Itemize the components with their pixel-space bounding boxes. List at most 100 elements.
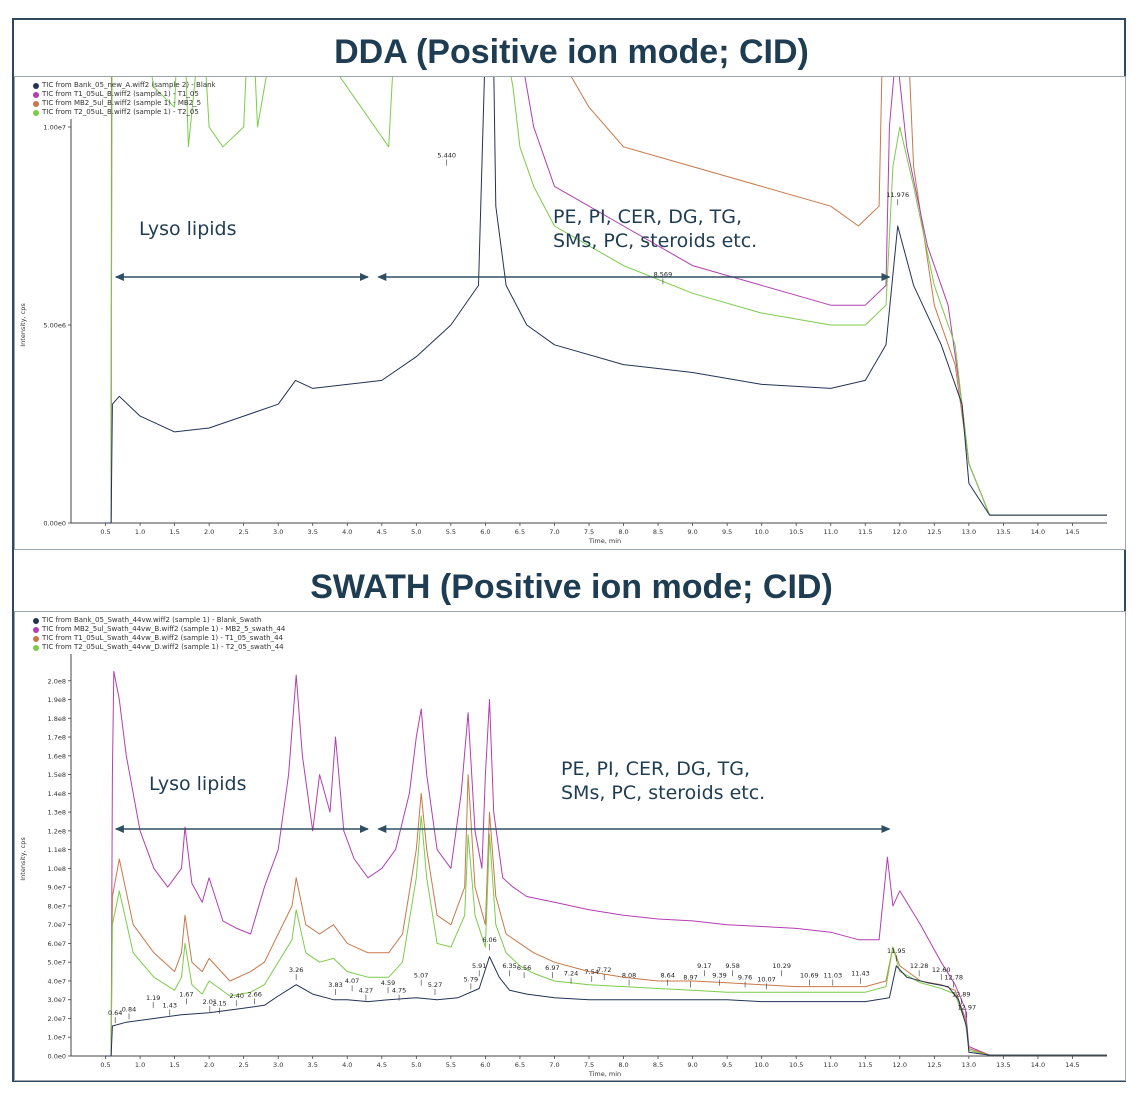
series-line-mb2-5[interactable] xyxy=(105,77,1108,524)
peak-label: 6.06 xyxy=(482,936,496,944)
x-tick-label: 14.5 xyxy=(1065,1061,1079,1069)
y-tick-label: 2.0e7 xyxy=(48,1015,66,1023)
legend-label: TIC from T2_05uL_B.wiff2 (sample 1) - T2… xyxy=(42,108,199,116)
peak-label: 10.29 xyxy=(772,962,791,970)
x-tick-label: 2.5 xyxy=(238,528,248,536)
y-tick-label: 1.8e8 xyxy=(48,715,66,723)
legend-item[interactable]: TIC from Bank_05_new_A.wiff2 (sample 2) … xyxy=(33,81,216,90)
x-tick-label: 10.5 xyxy=(789,1061,803,1069)
swath-chart: 0.0e0 1.0e7 2.0e7 3.0e7 4.0e7 5.0e7 6.0e7 7.0e7… xyxy=(19,654,1108,1078)
x-tick-label: 5.5 xyxy=(446,528,456,536)
x-tick-label: 11.0 xyxy=(823,1061,837,1069)
legend-dot-icon xyxy=(33,635,39,642)
x-tick-label: 3.5 xyxy=(308,528,318,536)
x-tick-label: 9.5 xyxy=(722,1061,732,1069)
x-tick-label: 5.0 xyxy=(411,528,421,536)
y-tick-label: 2.0e8 xyxy=(48,677,66,685)
peak-label: 9.17 xyxy=(697,962,711,970)
dda-plot: 0.00e05.00e61.00e71.50e72.00e72.50e73.00… xyxy=(14,76,1126,550)
x-axis-label: Time, min xyxy=(588,1070,621,1078)
y-tick-label: 5.0e7 xyxy=(48,959,66,967)
x-axis-label: Time, min xyxy=(588,537,621,545)
series-line-t2-05[interactable] xyxy=(105,77,1108,524)
legend-item[interactable]: TIC from MB2_5ul_B.wiff2 (sample 1) - MB… xyxy=(33,99,216,108)
peak-label: 0.84 xyxy=(122,1005,136,1013)
legend-dot-icon xyxy=(33,91,39,98)
x-tick-label: 4.0 xyxy=(342,1061,352,1069)
legend-dot-icon xyxy=(33,109,39,116)
x-tick-label: 10.5 xyxy=(789,528,803,536)
peak-label: 6.97 xyxy=(545,964,559,972)
x-tick-label: 7.0 xyxy=(549,528,559,536)
legend-item[interactable]: TIC from T2_05uL_Swath_44vw_D.wiff2 (sam… xyxy=(33,643,285,652)
legend-label: TIC from T1_05uL_Swath_44vw_B.wiff2 (sam… xyxy=(42,634,284,642)
peak-label: 1.67 xyxy=(179,990,193,998)
x-tick-label: 12.0 xyxy=(893,1061,907,1069)
series-line-blank-swath[interactable] xyxy=(105,956,1108,1057)
peak-label: 12.89 xyxy=(952,990,971,998)
peak-label: 5.440 xyxy=(437,152,456,160)
legend-item[interactable]: TIC from T1_05uL_Swath_44vw_B.wiff2 (sam… xyxy=(33,634,285,643)
x-tick-label: 13.5 xyxy=(996,1061,1010,1069)
peak-label: 8.97 xyxy=(683,973,697,981)
y-tick-label: 1.2e8 xyxy=(48,827,66,835)
series-line-mb2-5-swath-44[interactable] xyxy=(105,670,1108,1057)
x-tick-label: 9.0 xyxy=(687,528,697,536)
peak-label: 5.27 xyxy=(428,981,442,989)
peak-label: 6.56 xyxy=(517,964,531,972)
swath-lipid-classes-annotation-line2: SMs, PC, steroids etc. xyxy=(561,782,766,804)
x-tick-label: 13.5 xyxy=(996,528,1010,536)
peak-label: 4.27 xyxy=(359,987,373,995)
series-line-t1-05-swath-44[interactable] xyxy=(105,774,1108,1057)
peak-label: 11.95 xyxy=(887,947,906,955)
y-tick-label: 3.0e7 xyxy=(48,996,66,1004)
peak-label: 10.07 xyxy=(757,975,776,983)
y-tick-label: 6.0e7 xyxy=(48,940,66,948)
legend-dot-icon xyxy=(33,626,39,633)
legend-item[interactable]: TIC from T2_05uL_B.wiff2 (sample 1) - T2… xyxy=(33,108,216,117)
peak-label: 1.43 xyxy=(163,1002,177,1010)
x-tick-label: 14.5 xyxy=(1065,528,1079,536)
y-tick-label: 7.0e7 xyxy=(48,921,66,929)
x-tick-label: 7.5 xyxy=(584,528,594,536)
legend-item[interactable]: TIC from MB2_5ul_Swath_44vw_B.wiff2 (sam… xyxy=(33,625,285,634)
x-tick-label: 8.5 xyxy=(653,528,663,536)
legend-label: TIC from MB2_5ul_Swath_44vw_B.wiff2 (sam… xyxy=(42,625,286,633)
peak-label: 9.58 xyxy=(725,962,739,970)
peak-label: 12.28 xyxy=(910,962,929,970)
peak-label: 8.64 xyxy=(660,972,674,980)
y-tick-label: 4.0e7 xyxy=(48,977,66,985)
peak-label: 2.66 xyxy=(247,990,261,998)
legend-dot-icon xyxy=(33,617,39,624)
peak-label: 4.07 xyxy=(345,977,359,985)
series-line-t1-05[interactable] xyxy=(105,77,1108,524)
swath-lyso-annotation: Lyso lipids xyxy=(149,773,247,795)
y-tick-label: 1.4e8 xyxy=(48,790,66,798)
y-tick-label: 8.0e7 xyxy=(48,902,66,910)
x-tick-label: 10.0 xyxy=(754,528,768,536)
x-tick-label: 3.0 xyxy=(273,1061,283,1069)
legend-item[interactable]: TIC from Bank_05_Swath_44vw.wiff2 (sampl… xyxy=(33,616,285,625)
swath-title: SWATH (Positive ion mode; CID) xyxy=(310,568,833,606)
x-tick-label: 12.5 xyxy=(927,1061,941,1069)
legend-item[interactable]: TIC from T1_05uL_B.wiff2 (sample 1) - T1… xyxy=(33,90,216,99)
x-tick-label: 3.5 xyxy=(308,1061,318,1069)
peak-label: 7.24 xyxy=(564,970,578,978)
y-tick-label: 1.1e8 xyxy=(48,846,66,854)
y-axis-label: Intensity, cps xyxy=(19,303,27,347)
y-tick-label: 1.0e8 xyxy=(48,865,66,873)
y-tick-label: 1.00e7 xyxy=(43,124,66,132)
series-line-t2-05-swath-44[interactable] xyxy=(105,815,1108,1057)
swath-legend: TIC from Bank_05_Swath_44vw.wiff2 (sampl… xyxy=(33,616,285,652)
legend-label: TIC from T1_05uL_B.wiff2 (sample 1) - T1… xyxy=(42,90,199,98)
peak-label: 2.40 xyxy=(230,992,244,1000)
y-tick-label: 1.7e8 xyxy=(48,734,66,742)
peak-label: 0.64 xyxy=(108,1009,122,1017)
x-tick-label: 9.5 xyxy=(722,528,732,536)
legend-dot-icon xyxy=(33,82,39,89)
legend-dot-icon xyxy=(33,100,39,107)
series-line-blank[interactable] xyxy=(105,77,1108,524)
x-tick-label: 5.5 xyxy=(446,1061,456,1069)
peak-label: 11.976 xyxy=(886,191,909,199)
x-tick-label: 8.0 xyxy=(618,1061,628,1069)
